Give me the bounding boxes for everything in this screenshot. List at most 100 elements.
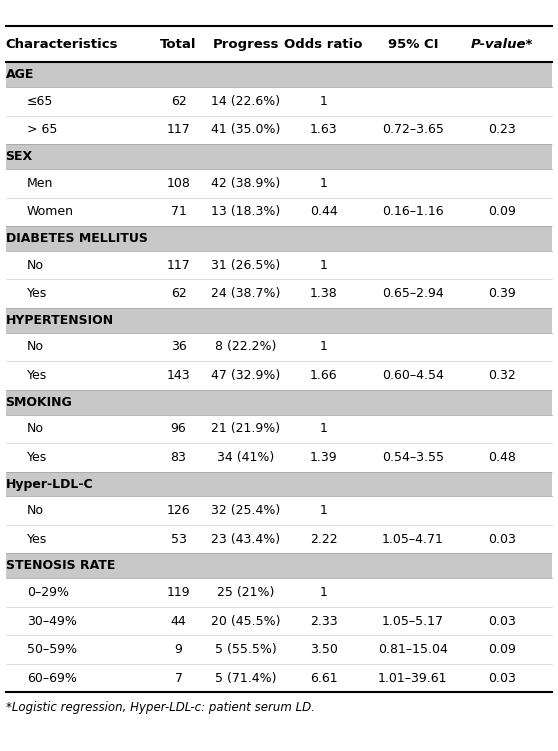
Text: 34 (41%): 34 (41%) — [217, 451, 274, 464]
Bar — [6, 607, 552, 635]
Text: 143: 143 — [167, 369, 190, 382]
Text: Characteristics: Characteristics — [6, 38, 118, 51]
Text: 24 (38.7%): 24 (38.7%) — [211, 287, 280, 300]
Text: SMOKING: SMOKING — [6, 396, 73, 409]
Text: 44: 44 — [171, 614, 186, 628]
Text: No: No — [27, 504, 44, 517]
Text: 41 (35.0%): 41 (35.0%) — [211, 123, 280, 137]
Bar — [6, 472, 552, 496]
Text: HYPERTENSION: HYPERTENSION — [6, 314, 114, 327]
Text: 0.09: 0.09 — [488, 205, 516, 219]
Bar — [6, 26, 552, 62]
Bar — [6, 169, 552, 198]
Bar — [6, 116, 552, 144]
Text: Yes: Yes — [27, 287, 47, 300]
Text: 1.01–39.61: 1.01–39.61 — [378, 671, 448, 685]
Text: 50–59%: 50–59% — [27, 643, 77, 656]
Text: 31 (26.5%): 31 (26.5%) — [211, 258, 280, 272]
Text: 0.23: 0.23 — [488, 123, 516, 137]
Text: SEX: SEX — [6, 150, 33, 163]
Text: 30–49%: 30–49% — [27, 614, 76, 628]
Text: 126: 126 — [167, 504, 190, 517]
Bar — [6, 496, 552, 525]
Text: 1: 1 — [320, 340, 328, 354]
Text: Odds ratio: Odds ratio — [285, 38, 363, 51]
Text: 1: 1 — [320, 422, 328, 436]
Bar — [6, 333, 552, 361]
Text: 83: 83 — [171, 451, 186, 464]
Text: 6.61: 6.61 — [310, 671, 338, 685]
Text: 71: 71 — [171, 205, 186, 219]
Text: 0.54–3.55: 0.54–3.55 — [382, 451, 444, 464]
Text: 1.63: 1.63 — [310, 123, 338, 137]
Text: 1.39: 1.39 — [310, 451, 338, 464]
Text: 1: 1 — [320, 504, 328, 517]
Text: 60–69%: 60–69% — [27, 671, 76, 685]
Text: 20 (45.5%): 20 (45.5%) — [211, 614, 280, 628]
Bar — [6, 87, 552, 116]
Text: Women: Women — [27, 205, 74, 219]
Bar — [6, 226, 552, 251]
Text: 0.03: 0.03 — [488, 532, 516, 546]
Bar — [6, 198, 552, 226]
Bar — [6, 390, 552, 415]
Text: 0.48: 0.48 — [488, 451, 516, 464]
Text: Yes: Yes — [27, 369, 47, 382]
Text: DIABETES MELLITUS: DIABETES MELLITUS — [6, 232, 147, 245]
Text: No: No — [27, 422, 44, 436]
Text: 53: 53 — [171, 532, 186, 546]
Text: 3.50: 3.50 — [310, 643, 338, 656]
Text: 0.03: 0.03 — [488, 671, 516, 685]
Text: No: No — [27, 258, 44, 272]
Text: 1.66: 1.66 — [310, 369, 338, 382]
Text: 0.60–4.54: 0.60–4.54 — [382, 369, 444, 382]
Text: 1.38: 1.38 — [310, 287, 338, 300]
Text: 32 (25.4%): 32 (25.4%) — [211, 504, 280, 517]
Text: Men: Men — [27, 176, 53, 190]
Text: P-value*: P-value* — [471, 38, 533, 51]
Text: 1: 1 — [320, 95, 328, 108]
Text: AGE: AGE — [6, 68, 34, 81]
Text: Progress: Progress — [212, 38, 279, 51]
Text: 117: 117 — [167, 258, 190, 272]
Text: 13 (18.3%): 13 (18.3%) — [211, 205, 280, 219]
Text: 47 (32.9%): 47 (32.9%) — [211, 369, 280, 382]
Bar — [6, 144, 552, 169]
Text: 1.05–5.17: 1.05–5.17 — [382, 614, 444, 628]
Text: 0–29%: 0–29% — [27, 586, 69, 599]
Text: 14 (22.6%): 14 (22.6%) — [211, 95, 280, 108]
Bar — [6, 415, 552, 443]
Bar — [6, 443, 552, 472]
Bar — [6, 251, 552, 279]
Text: 117: 117 — [167, 123, 190, 137]
Text: 0.39: 0.39 — [488, 287, 516, 300]
Text: Yes: Yes — [27, 532, 47, 546]
Text: 9: 9 — [175, 643, 182, 656]
Text: 5 (55.5%): 5 (55.5%) — [215, 643, 276, 656]
Text: 1: 1 — [320, 176, 328, 190]
Text: 2.22: 2.22 — [310, 532, 338, 546]
Text: 0.81–15.04: 0.81–15.04 — [378, 643, 448, 656]
Bar — [6, 635, 552, 664]
Bar — [6, 279, 552, 308]
Text: 0.16–1.16: 0.16–1.16 — [382, 205, 444, 219]
Text: 0.44: 0.44 — [310, 205, 338, 219]
Text: STENOSIS RATE: STENOSIS RATE — [6, 559, 115, 572]
Bar — [6, 525, 552, 553]
Text: 62: 62 — [171, 95, 186, 108]
Text: No: No — [27, 340, 44, 354]
Text: 5 (71.4%): 5 (71.4%) — [215, 671, 276, 685]
Text: 95% CI: 95% CI — [388, 38, 438, 51]
Text: Yes: Yes — [27, 451, 47, 464]
Text: 96: 96 — [171, 422, 186, 436]
Bar — [6, 553, 552, 578]
Bar — [6, 664, 552, 692]
Text: 0.03: 0.03 — [488, 614, 516, 628]
Text: 42 (38.9%): 42 (38.9%) — [211, 176, 280, 190]
Text: 2.33: 2.33 — [310, 614, 338, 628]
Text: 119: 119 — [167, 586, 190, 599]
Text: *Logistic regression, Hyper-LDL-c: patient serum LD.: *Logistic regression, Hyper-LDL-c: patie… — [6, 701, 315, 714]
Text: 0.32: 0.32 — [488, 369, 516, 382]
Text: 1.05–4.71: 1.05–4.71 — [382, 532, 444, 546]
Text: 25 (21%): 25 (21%) — [217, 586, 274, 599]
